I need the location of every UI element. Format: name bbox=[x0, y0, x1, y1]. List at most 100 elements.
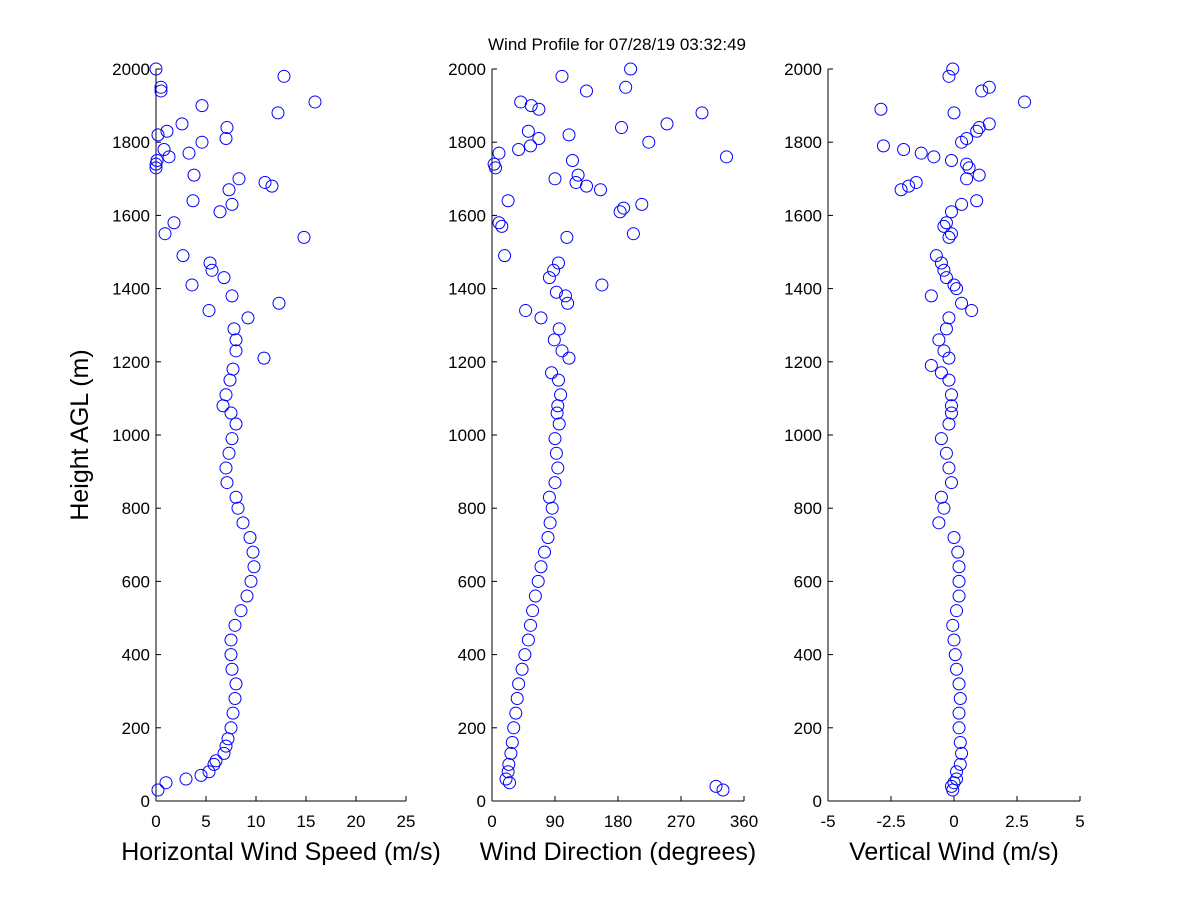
point bbox=[186, 194, 200, 208]
y-tick-label: 1800 bbox=[784, 133, 822, 152]
point bbox=[492, 146, 506, 160]
point bbox=[960, 132, 974, 146]
y-tick-label: 600 bbox=[458, 572, 486, 591]
point bbox=[185, 278, 199, 292]
point bbox=[709, 779, 723, 793]
y-tick-label: 600 bbox=[122, 572, 150, 591]
y-tick-label: 0 bbox=[813, 792, 822, 811]
x-tick-label: 5 bbox=[1075, 812, 1084, 831]
point bbox=[952, 560, 966, 574]
point bbox=[149, 62, 163, 76]
point bbox=[929, 249, 943, 263]
point bbox=[953, 757, 967, 771]
point bbox=[225, 432, 239, 446]
point bbox=[240, 589, 254, 603]
point bbox=[157, 143, 171, 157]
point bbox=[505, 735, 519, 749]
point bbox=[229, 344, 243, 358]
y-tick-label: 2000 bbox=[784, 60, 822, 79]
point bbox=[944, 154, 958, 167]
point bbox=[594, 183, 607, 197]
point bbox=[158, 227, 172, 241]
point bbox=[952, 706, 966, 720]
point bbox=[962, 161, 976, 175]
x-tick-label: 0 bbox=[487, 812, 496, 831]
point bbox=[277, 69, 291, 83]
point bbox=[555, 344, 569, 358]
y-tick-label: 800 bbox=[794, 499, 822, 518]
point bbox=[246, 545, 260, 559]
point bbox=[194, 768, 208, 782]
point bbox=[514, 95, 528, 109]
point bbox=[580, 84, 593, 98]
y-tick-label: 0 bbox=[141, 792, 150, 811]
point bbox=[937, 219, 951, 233]
point bbox=[167, 216, 181, 230]
point bbox=[932, 333, 946, 347]
point bbox=[924, 289, 938, 303]
point bbox=[265, 179, 279, 193]
point bbox=[939, 271, 953, 285]
point bbox=[952, 589, 966, 603]
point bbox=[217, 746, 231, 760]
point bbox=[236, 516, 250, 530]
point bbox=[224, 406, 238, 420]
point bbox=[950, 765, 964, 779]
point bbox=[227, 322, 241, 336]
point bbox=[202, 304, 216, 318]
point bbox=[953, 735, 967, 749]
x-tick-label: 2.5 bbox=[1005, 812, 1029, 831]
point bbox=[160, 124, 174, 138]
point bbox=[151, 783, 165, 797]
point bbox=[552, 322, 566, 336]
point bbox=[955, 197, 969, 211]
point bbox=[272, 296, 286, 310]
y-tick-label: 400 bbox=[458, 646, 486, 665]
point bbox=[595, 278, 609, 292]
point bbox=[175, 117, 189, 131]
point bbox=[914, 146, 928, 160]
point bbox=[975, 84, 989, 98]
x-tick-label: -5 bbox=[820, 812, 835, 831]
point bbox=[939, 446, 953, 460]
point bbox=[950, 662, 964, 676]
point bbox=[271, 106, 285, 120]
point bbox=[552, 417, 566, 431]
point bbox=[219, 388, 233, 402]
point bbox=[937, 344, 951, 358]
point bbox=[554, 388, 568, 402]
point bbox=[626, 227, 640, 241]
point bbox=[225, 289, 239, 303]
point bbox=[231, 501, 245, 515]
point bbox=[297, 230, 311, 244]
point bbox=[203, 256, 217, 270]
point bbox=[942, 230, 956, 244]
x-tick-label: 15 bbox=[297, 812, 316, 831]
point bbox=[551, 461, 565, 475]
point bbox=[205, 263, 219, 277]
point bbox=[518, 648, 532, 662]
y-tick-label: 800 bbox=[122, 499, 150, 518]
point bbox=[150, 154, 164, 167]
x-tick-label: 20 bbox=[347, 812, 366, 831]
point bbox=[226, 706, 240, 720]
x-tick-label: 90 bbox=[546, 812, 565, 831]
point bbox=[951, 545, 965, 559]
x-tick-label: 180 bbox=[604, 812, 632, 831]
point bbox=[613, 205, 627, 219]
point bbox=[947, 278, 961, 292]
point bbox=[555, 69, 569, 83]
point bbox=[952, 677, 966, 691]
point bbox=[566, 154, 579, 167]
point bbox=[876, 139, 890, 153]
point bbox=[241, 311, 255, 325]
point bbox=[515, 662, 529, 676]
chart-title: Wind Profile for 07/28/19 03:32:49 bbox=[488, 35, 746, 54]
x-axis-label: Horizontal Wind Speed (m/s) bbox=[121, 838, 441, 866]
point bbox=[217, 271, 231, 285]
point bbox=[495, 219, 509, 233]
y-tick-label: 1800 bbox=[448, 133, 486, 152]
x-tick-label: 0 bbox=[151, 812, 160, 831]
point bbox=[944, 476, 958, 490]
